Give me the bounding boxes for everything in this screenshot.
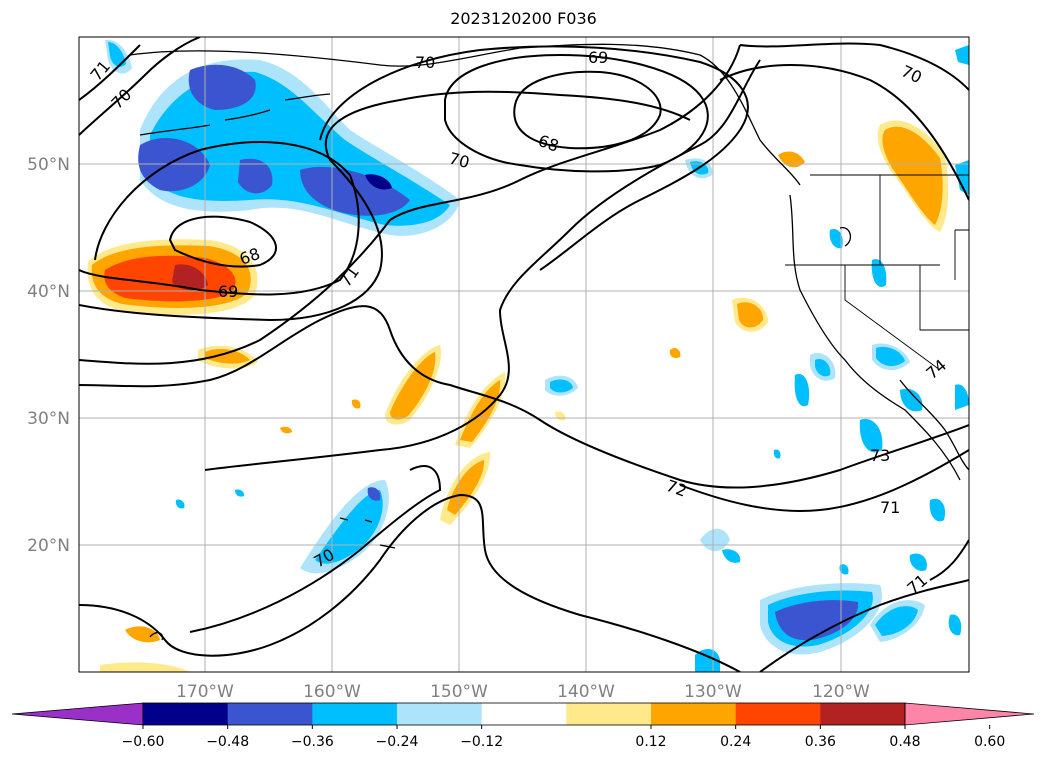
map-title: 2023120200 F036 — [450, 9, 597, 28]
colorbar-tick-label: 0.12 — [635, 734, 666, 750]
graticule — [79, 37, 969, 672]
colorbar-tick-label: −0.12 — [460, 734, 503, 750]
lon-label: 150°W — [430, 682, 488, 702]
lon-label: 160°W — [303, 682, 361, 702]
colorbar-segment — [143, 703, 229, 725]
colorbar-tick-label: 0.60 — [974, 734, 1005, 750]
longitude-labels: 170°W 160°W 150°W 140°W 130°W 120°W — [176, 682, 870, 702]
lon-label: 140°W — [557, 682, 615, 702]
shaded-fields — [87, 39, 969, 672]
colorbar-segment — [651, 703, 737, 725]
colorbar-tick-label: −0.24 — [376, 734, 419, 750]
lon-label: 170°W — [176, 682, 234, 702]
colorbar-tick-label: 0.24 — [720, 734, 751, 750]
colorbar-segment — [397, 703, 483, 725]
lat-label: 30°N — [27, 409, 70, 429]
lat-label: 40°N — [27, 282, 70, 302]
colorbar-segment — [566, 703, 652, 725]
latitude-labels: 50°N 40°N 30°N 20°N — [27, 155, 70, 556]
lat-label: 20°N — [27, 536, 70, 556]
colorbar-segment — [481, 703, 567, 725]
colorbar-segment — [735, 703, 821, 725]
contour-label: 69 — [218, 282, 238, 301]
colorbar-tick-label: −0.60 — [122, 734, 165, 750]
colorbar-tick-labels: −0.60 −0.48 −0.36 −0.24 −0.12 0.12 0.24 0.36 0.4… — [122, 725, 1005, 750]
colorbar-tick-label: 0.36 — [805, 734, 836, 750]
colorbar — [11, 702, 1035, 726]
height-contours — [79, 37, 969, 672]
lon-label: 120°W — [812, 682, 870, 702]
contour-label: 73 — [870, 446, 890, 465]
colorbar-extend-low — [11, 702, 144, 726]
colorbar-segment — [227, 703, 313, 725]
colorbar-segment — [312, 703, 398, 725]
contour-label: 71 — [880, 498, 900, 517]
colorbar-segment — [820, 703, 906, 725]
colorbar-extend-high — [904, 702, 1035, 726]
contour-label: 70 — [415, 53, 435, 72]
colorbar-frame — [142, 702, 906, 726]
colorbar-tick-label: 0.48 — [889, 734, 920, 750]
contour-label: 69 — [588, 48, 608, 67]
map-frame — [78, 36, 970, 673]
colorbar-tick-label: −0.36 — [291, 734, 334, 750]
colorbar-tick-label: −0.48 — [206, 734, 249, 750]
contour-label: 70 — [447, 149, 472, 173]
lon-label: 130°W — [684, 682, 742, 702]
lat-label: 50°N — [27, 155, 70, 175]
